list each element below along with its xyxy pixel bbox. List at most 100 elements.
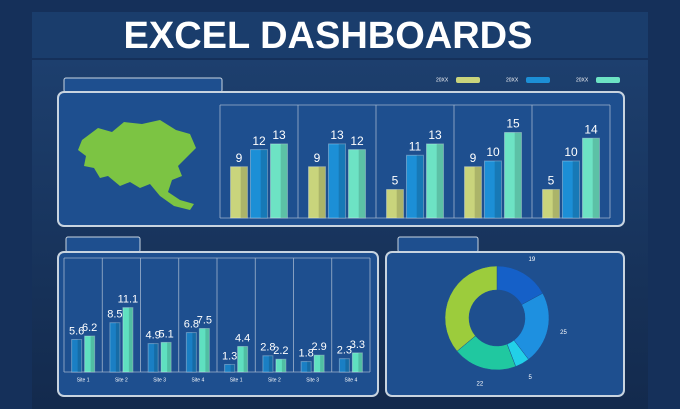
x-tick-label: Site 3	[153, 377, 166, 383]
value-label: 14	[584, 122, 598, 136]
legend-swatch	[456, 77, 480, 83]
bar	[275, 358, 287, 373]
bar	[386, 189, 404, 219]
value-label: 22	[477, 381, 484, 387]
bar-shade	[358, 149, 366, 218]
bar	[582, 137, 600, 219]
value-label: 9	[236, 151, 243, 165]
bar-shade	[416, 155, 424, 218]
value-label: 13	[330, 128, 344, 142]
bar-shade	[474, 166, 482, 218]
value-label: 3.3	[350, 339, 365, 351]
bar	[185, 332, 197, 373]
bar	[230, 166, 248, 219]
bar-shade	[192, 332, 197, 372]
panel-tab	[397, 236, 479, 253]
bar-shade	[552, 189, 560, 218]
bar	[300, 361, 312, 373]
bar-shade	[338, 143, 346, 218]
bar-shade	[436, 143, 444, 218]
bar-shade	[281, 359, 286, 372]
bar	[270, 143, 288, 219]
value-label: 15	[506, 117, 520, 131]
map	[78, 120, 196, 210]
bar	[250, 149, 268, 219]
bar	[262, 355, 274, 373]
value-label: 13	[272, 128, 286, 142]
bar	[122, 307, 134, 373]
bar-shade	[154, 343, 159, 372]
bar-shade	[280, 143, 288, 218]
legend-label: 20XX	[436, 77, 449, 83]
value-label: 5.1	[158, 328, 173, 340]
bar-shade	[243, 346, 248, 372]
x-tick-label: Site 3	[306, 377, 319, 383]
value-label: 6.2	[82, 322, 97, 334]
bar	[348, 149, 366, 219]
bar-shade	[592, 138, 600, 218]
bar-shade	[358, 352, 363, 372]
title: EXCEL DASHBOARDS	[124, 15, 533, 57]
bar-shade	[318, 166, 326, 218]
bar-shade	[268, 355, 273, 372]
value-label: 8.5	[107, 309, 122, 321]
value-label: 5.6	[69, 325, 84, 337]
legend-label: 20XX	[506, 77, 519, 83]
x-tick-label: Site 2	[115, 377, 128, 383]
bar-shade	[128, 307, 133, 372]
value-label: 9	[470, 151, 477, 165]
x-tick-label: Site 4	[344, 377, 357, 383]
value-label: 7.5	[197, 314, 212, 326]
bar	[338, 358, 350, 373]
value-label: 2.2	[273, 345, 288, 357]
bar-shade	[307, 361, 312, 372]
value-label: 5	[528, 375, 532, 381]
value-label: 9	[314, 151, 321, 165]
bar	[160, 341, 172, 373]
bar-shade	[514, 132, 522, 218]
bar	[198, 328, 210, 373]
title-band	[32, 12, 648, 58]
bar-shade	[320, 355, 325, 372]
value-label: 5	[392, 174, 399, 188]
value-label: 4.4	[235, 332, 250, 344]
value-label: 1.8	[298, 347, 313, 359]
legend-swatch	[526, 77, 550, 83]
bar	[308, 166, 326, 219]
value-label: 11.1	[118, 294, 139, 306]
bar-shade	[494, 161, 502, 218]
x-tick-label: Site 4	[191, 377, 204, 383]
bar-shade	[240, 166, 248, 218]
value-label: 19	[528, 257, 535, 263]
bar	[351, 352, 363, 373]
x-tick-label: Site 2	[268, 377, 281, 383]
bar	[147, 343, 159, 373]
value-label: 12	[350, 134, 364, 148]
bar	[542, 189, 560, 219]
legend-label: 20XX	[576, 77, 589, 83]
value-label: 10	[486, 145, 500, 159]
bar-shade	[205, 328, 210, 372]
bar	[562, 160, 580, 219]
bar	[237, 345, 249, 373]
bar	[328, 143, 346, 219]
bar	[406, 154, 424, 219]
bar-shade	[167, 342, 172, 372]
bar-shade	[572, 161, 580, 218]
panel	[57, 251, 379, 397]
x-tick-label: Site 1	[77, 377, 90, 383]
bar-shade	[115, 322, 120, 372]
bar-shade	[90, 336, 95, 372]
panel-tab	[63, 77, 223, 93]
bar	[484, 160, 502, 219]
bar	[224, 363, 236, 373]
bar-shade	[260, 149, 268, 218]
bar	[426, 143, 444, 219]
bar	[109, 322, 121, 373]
value-label: 1.3	[222, 350, 237, 362]
bar-shade	[345, 358, 350, 372]
panel-tab	[65, 236, 141, 253]
value-label: 2.9	[311, 341, 326, 353]
legend-swatch	[596, 77, 620, 83]
